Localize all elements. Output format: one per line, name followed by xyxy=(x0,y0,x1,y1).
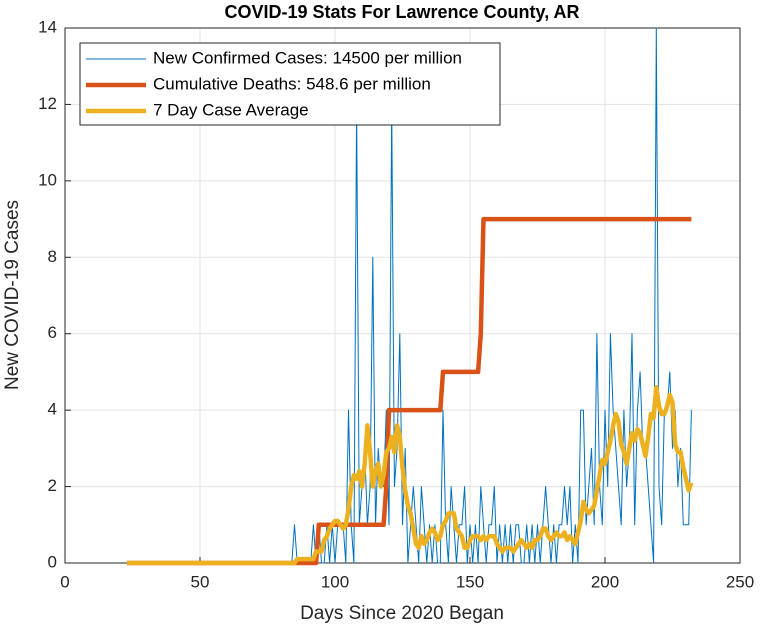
x-axis-label: Days Since 2020 Began xyxy=(300,603,504,624)
y-tick-label: 2 xyxy=(48,476,57,495)
x-tick-label: 50 xyxy=(191,572,210,591)
legend-label: Cumulative Deaths: 548.6 per million xyxy=(153,74,431,93)
x-tick-label: 200 xyxy=(591,572,619,591)
legend-label: 7 Day Case Average xyxy=(153,100,309,119)
legend-label: New Confirmed Cases: 14500 per million xyxy=(153,48,462,67)
y-tick-label: 12 xyxy=(38,94,57,113)
legend-box xyxy=(79,42,501,126)
x-tick-label: 250 xyxy=(726,572,754,591)
x-tick-label: 150 xyxy=(456,572,484,591)
y-tick-label: 8 xyxy=(48,247,57,266)
x-tick-label: 100 xyxy=(321,572,349,591)
y-tick-label: 0 xyxy=(48,552,57,571)
y-tick-label: 14 xyxy=(38,17,57,36)
y-axis-label: New COVID-19 Cases xyxy=(2,200,23,390)
plot-frame xyxy=(64,27,741,564)
y-tick-label: 10 xyxy=(38,170,57,189)
series-line xyxy=(127,384,694,566)
y-tick-label: 4 xyxy=(48,400,57,419)
x-tick-label: 0 xyxy=(60,572,69,591)
chart-title: COVID-19 Stats For Lawrence County, AR xyxy=(224,2,579,22)
y-tick-label: 6 xyxy=(48,323,57,342)
